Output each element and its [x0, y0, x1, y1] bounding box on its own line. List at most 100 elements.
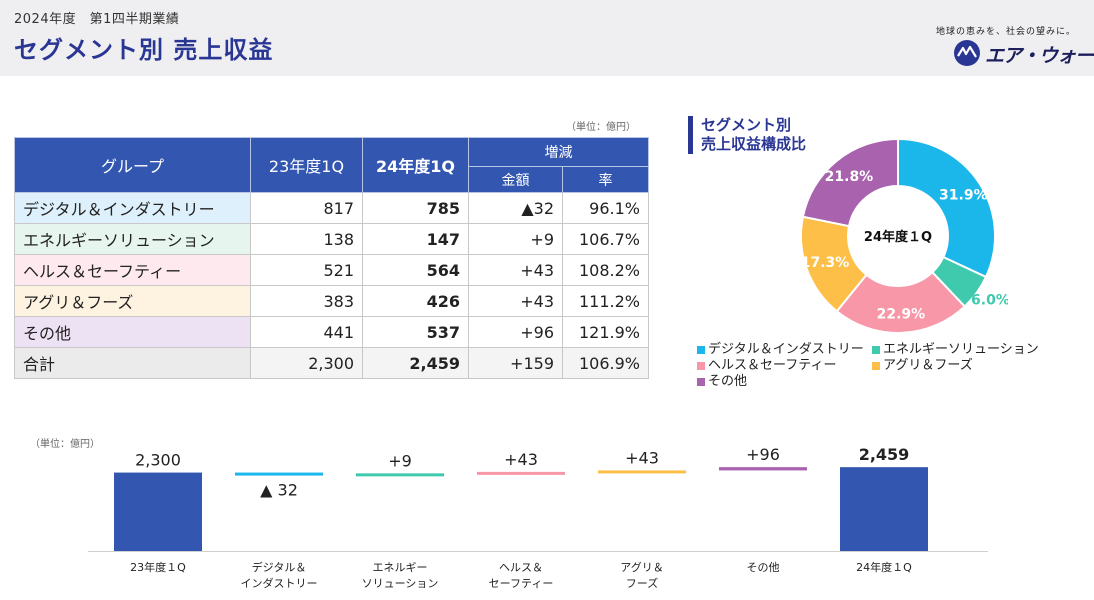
header-rate: 率 [562, 166, 649, 193]
waterfall-category-label-2: エネルギー [373, 561, 428, 574]
waterfall-value-label-6: 2,459 [859, 445, 910, 464]
header-prev: 23年度1Q [250, 137, 363, 193]
waterfall-value-label-4: +43 [625, 448, 659, 467]
segment-table: グループ 23年度1Q 24年度1Q 増減 金額 率 デジタル＆インダストリー 8… [14, 137, 649, 379]
logo-mark-icon [954, 40, 980, 66]
waterfall-category-label-4: アグリ＆ [620, 560, 663, 574]
waterfall-category-label-3: セーフティー [489, 577, 554, 590]
waterfall-category-label-2: ソリューション [362, 577, 439, 590]
waterfall-bar-4 [598, 470, 686, 474]
waterfall-value-label-2: +9 [388, 451, 412, 470]
waterfall-bar-1 [235, 472, 323, 476]
pie-slice-label-4: 21.8% [825, 169, 874, 185]
company-logo: エア・ウォーター [954, 40, 1094, 67]
change-amount: ▲32 [468, 192, 563, 224]
change-amount: +9 [468, 223, 563, 255]
legend-label: アグリ＆フーズ [883, 358, 973, 373]
pie-title: セグメント別 売上収益構成比 [688, 116, 806, 154]
waterfall-bar-0 [114, 472, 202, 551]
waterfall-bar-3 [477, 471, 565, 475]
logo-text: エア・ウォーター [985, 45, 1094, 67]
table-row: デジタル＆インダストリー 817 785 ▲32 96.1% [14, 192, 649, 224]
change-rate: 96.1% [562, 192, 649, 224]
legend-label: エネルギーソリューション [883, 342, 1039, 357]
header-bar: 2024年度 第1四半期業績 セグメント別 売上収益 地球の恵みを、社会の望みに… [0, 0, 1094, 76]
waterfall-bar-2 [356, 473, 444, 477]
waterfall-value-label-1: ▲ 32 [260, 481, 298, 500]
header-group: グループ [14, 137, 251, 193]
pie-slice-0 [897, 137, 996, 279]
change-amount: +159 [468, 347, 563, 379]
change-rate: 108.2% [562, 254, 649, 286]
header-curr: 24年度1Q [362, 137, 469, 193]
curr-value: 785 [362, 192, 469, 224]
change-rate: 106.7% [562, 223, 649, 255]
curr-value: 147 [362, 223, 469, 255]
legend-swatch [697, 361, 705, 370]
legend-swatch [872, 361, 880, 370]
pie-slice-2 [835, 270, 967, 334]
waterfall-value-label-0: 2,300 [135, 451, 181, 470]
header-change: 増減 [468, 137, 649, 167]
table-row: 合計 2,300 2,459 +159 106.9% [14, 347, 649, 379]
change-amount: +43 [468, 254, 563, 286]
waterfall-category-label-0: 23年度１Q [130, 560, 186, 574]
prev-value: 441 [250, 316, 363, 348]
table-row: ヘルス＆セーフティー 521 564 +43 108.2% [14, 254, 649, 286]
chart-unit-label: （単位：億円） [30, 439, 100, 450]
change-amount: +96 [468, 316, 563, 348]
waterfall-chart: 2,300 23年度１Q ▲ 32 デジタル＆ インダストリー +9 エネルギーソリューショ… [88, 445, 988, 590]
change-rate: 121.9% [562, 316, 649, 348]
segment-name: デジタル＆インダストリー [14, 192, 251, 224]
curr-value: 426 [362, 285, 469, 317]
segment-name: アグリ＆フーズ [14, 285, 251, 317]
prev-value: 138 [250, 223, 363, 255]
segment-name: ヘルス＆セーフティー [14, 254, 251, 286]
legend-item: アグリ＆フーズ [872, 358, 973, 374]
waterfall-category-label-1: デジタル＆ [252, 560, 307, 574]
segment-name: その他 [14, 316, 251, 348]
page-title: セグメント別 売上収益 [14, 36, 274, 64]
pie-title-line2: 売上収益構成比 [701, 135, 807, 153]
waterfall-category-label-3: ヘルス＆ [499, 561, 543, 574]
table-row: アグリ＆フーズ 383 426 +43 111.2% [14, 285, 649, 317]
waterfall-bar-6 [840, 467, 928, 551]
company-tagline: 地球の恵みを、社会の望みに。 [935, 27, 1076, 37]
waterfall-category-label-6: 24年度１Q [856, 560, 912, 574]
table-row: エネルギーソリューション 138 147 +9 106.7% [14, 223, 649, 255]
segment-name: 合計 [14, 347, 251, 379]
table-row: その他 441 537 +96 121.9% [14, 316, 649, 348]
curr-value: 564 [362, 254, 469, 286]
table-unit-label: （単位：億円） [566, 122, 636, 133]
legend-swatch [697, 345, 705, 354]
pie-title-line1: セグメント別 [701, 116, 792, 134]
pie-slice-label-1: 6.0% [971, 293, 1008, 309]
curr-value: 2,459 [362, 347, 469, 379]
waterfall-category-label-1: インダストリー [241, 576, 318, 590]
legend-item: その他 [697, 374, 747, 390]
legend-swatch [872, 345, 880, 354]
composition-donut-chart: 31.9% 6.0% 22.9% 17.3% 21.8% 24年度１Q [800, 137, 1008, 334]
legend-item: エネルギーソリューション [872, 342, 1039, 358]
prev-value: 2,300 [250, 347, 363, 379]
pie-slice-label-3: 17.3% [801, 255, 850, 271]
legend-item: デジタル＆インダストリー [697, 342, 864, 358]
waterfall-category-label-5: その他 [747, 561, 780, 574]
legend-label: ヘルス＆セーフティー [708, 358, 837, 373]
prev-value: 521 [250, 254, 363, 286]
pie-slice-label-0: 31.9% [939, 187, 988, 203]
pie-center-label: 24年度１Q [864, 229, 932, 245]
prev-value: 383 [250, 285, 363, 317]
segment-name: エネルギーソリューション [14, 223, 251, 255]
pie-slice-4 [801, 137, 899, 228]
legend-label: デジタル＆インダストリー [708, 342, 864, 357]
waterfall-bar-5 [719, 467, 807, 471]
page-subtitle: 2024年度 第1四半期業績 [14, 12, 180, 27]
change-amount: +43 [468, 285, 563, 317]
pie-slice-label-2: 22.9% [877, 306, 926, 322]
change-rate: 106.9% [562, 347, 649, 379]
legend-item: ヘルス＆セーフティー [697, 358, 836, 374]
waterfall-value-label-3: +43 [504, 450, 538, 469]
change-rate: 111.2% [562, 285, 649, 317]
legend-swatch [697, 377, 705, 386]
